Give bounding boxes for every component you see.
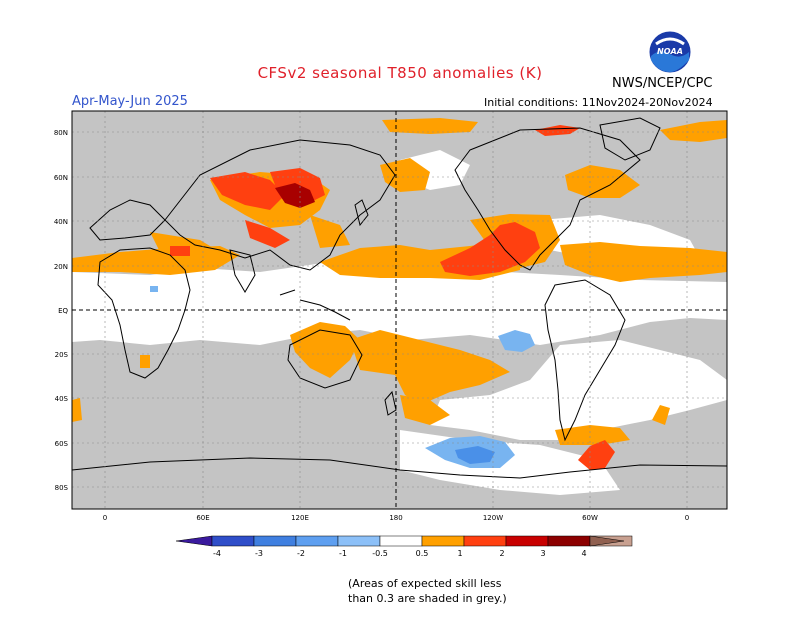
skill-note-line: (Areas of expected skill less <box>348 577 502 590</box>
colorbar-swatch <box>547 535 591 547</box>
lat-label: EQ <box>58 307 68 315</box>
lon-label: 120E <box>291 514 309 522</box>
colorbar-swatch <box>211 535 255 547</box>
colorbar-label: 1 <box>457 549 462 558</box>
longitude-labels: 0 60E 120E 180 120W 60W 0 <box>103 514 689 522</box>
colorbar-swatch <box>253 535 297 547</box>
initial-conditions-label: Initial conditions: 11Nov2024-20Nov2024 <box>484 96 713 109</box>
colorbar-swatch <box>295 535 339 547</box>
colorbar-label: -0.5 <box>372 549 388 558</box>
colorbar-swatch <box>337 535 381 547</box>
colorbar-label: -4 <box>213 549 221 558</box>
latitude-labels: 80N 60N 40N 20N EQ 20S 40S 60S 80S <box>54 129 69 492</box>
coastlines <box>72 117 727 479</box>
skill-note-line: than 0.3 are shaded in grey.) <box>348 592 507 605</box>
colorbar-swatch <box>463 535 507 547</box>
lon-label: 180 <box>389 514 402 522</box>
lat-label: 40S <box>55 395 69 403</box>
lon-label: 60E <box>196 514 209 522</box>
colorbar-label: 0.5 <box>416 549 429 558</box>
colorbar-labels: -4 -3 -2 -1 -0.5 0.5 1 2 3 4 <box>213 549 587 558</box>
lon-label: 60W <box>582 514 598 522</box>
season-label: Apr-May-Jun 2025 <box>72 94 188 109</box>
lat-label: 20N <box>54 263 68 271</box>
noaa-logo: NOAA <box>648 30 692 74</box>
colorbar-min-arrow <box>175 535 213 547</box>
lat-label: 40N <box>54 218 68 226</box>
graticule <box>72 111 727 509</box>
colorbar <box>175 535 633 547</box>
colorbar-swatch <box>379 535 423 547</box>
lon-label: 120W <box>483 514 503 522</box>
colorbar-label: -2 <box>297 549 305 558</box>
lat-label: 60S <box>55 440 69 448</box>
lon-label: 0 <box>685 514 689 522</box>
warm-anomaly-red <box>170 125 615 470</box>
warm-anomaly-dark-red <box>275 183 315 208</box>
tropical-white-band <box>72 258 727 345</box>
skill-note: (Areas of expected skill less than 0.3 a… <box>348 576 548 606</box>
colorbar-label: -3 <box>255 549 263 558</box>
lat-label: 80N <box>54 129 68 137</box>
colorbar-label: 4 <box>581 549 586 558</box>
lat-label: 80S <box>55 484 69 492</box>
lat-label: 20S <box>55 351 69 359</box>
cold-anomaly-blue <box>150 286 535 468</box>
lon-label: 0 <box>103 514 107 522</box>
colorbar-label: -1 <box>339 549 347 558</box>
lat-label: 60N <box>54 174 68 182</box>
svg-text:NOAA: NOAA <box>657 47 683 56</box>
southern-white-area <box>430 340 727 440</box>
colorbar-swatch <box>505 535 549 547</box>
colorbar-label: 3 <box>540 549 545 558</box>
colorbar-swatch <box>421 535 465 547</box>
agency-label: NWS/NCEP/CPC <box>612 76 713 91</box>
chart-title: CFSv2 seasonal T850 anomalies (K) <box>257 64 543 82</box>
map-frame <box>71 110 728 510</box>
colorbar-label: 2 <box>499 549 504 558</box>
colorbar-max-arrow <box>589 535 625 547</box>
